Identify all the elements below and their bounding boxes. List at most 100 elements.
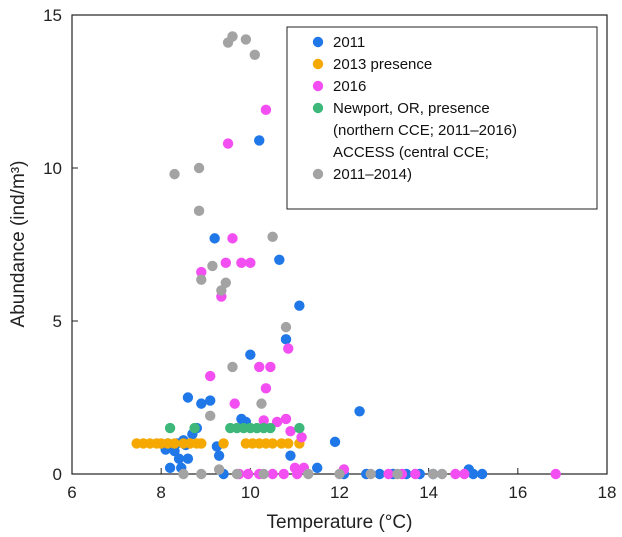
data-point [249, 49, 260, 60]
data-point [291, 468, 303, 480]
data-point [334, 468, 345, 480]
data-point [218, 438, 229, 449]
data-point [285, 450, 296, 461]
y-tick-label: 15 [43, 6, 62, 25]
x-tick-label: 16 [508, 483, 527, 502]
legend: 2011 2013 presence 2016 Newport, OR, presen… [286, 26, 598, 210]
data-point [303, 468, 314, 480]
legend-entry: 2013 presence [333, 56, 432, 73]
legend-marker [312, 168, 324, 180]
x-tick-label: 18 [598, 483, 617, 502]
data-point [182, 392, 194, 403]
data-point [280, 334, 292, 345]
data-point [229, 398, 240, 409]
data-point [222, 138, 234, 149]
data-point [410, 468, 421, 480]
legend-marker [312, 80, 324, 92]
data-point [193, 162, 205, 174]
data-point [274, 254, 285, 265]
data-point [196, 274, 207, 285]
data-point [164, 422, 176, 434]
data-point [280, 321, 292, 333]
data-point [242, 468, 254, 480]
x-tick-label: 14 [419, 483, 438, 502]
data-point [182, 453, 194, 464]
legend-marker [312, 36, 324, 48]
data-point [258, 415, 269, 426]
data-point [468, 468, 479, 480]
x-tick-label: 6 [67, 483, 76, 502]
data-point [374, 468, 385, 480]
y-tick-label: 0 [53, 465, 62, 484]
y-axis-title: Abundance (ind/m³) [8, 161, 29, 328]
data-point [240, 34, 252, 45]
data-point [285, 425, 296, 437]
data-point [254, 361, 265, 373]
data-point [296, 432, 307, 443]
data-point [278, 468, 289, 480]
data-point [169, 438, 180, 449]
data-point [227, 233, 238, 244]
data-point [436, 468, 448, 480]
data-points [131, 31, 561, 480]
data-point [205, 370, 216, 382]
legend-entry: Newport, OR, presence [333, 100, 490, 117]
data-point [189, 422, 200, 434]
data-point [227, 361, 238, 373]
data-point [294, 300, 305, 311]
data-point [231, 468, 243, 480]
series-1 [131, 438, 305, 449]
data-point [245, 257, 256, 269]
legend-entry: 2011 [333, 34, 365, 51]
data-point [196, 438, 207, 449]
legend-entry: 2011–2014) [333, 166, 412, 183]
data-point [245, 349, 256, 360]
legend-entry: ACCESS (central CCE; [333, 144, 489, 161]
data-point [227, 31, 238, 42]
data-point [312, 462, 323, 474]
y-tick-label: 10 [43, 159, 62, 178]
axis-ticks: 6 8 10 12 14 16 18 0 5 10 15 [43, 6, 616, 502]
data-point [294, 422, 305, 434]
data-point [260, 383, 272, 394]
data-point [220, 257, 232, 269]
data-point [236, 257, 247, 269]
data-point [354, 406, 365, 417]
data-point [173, 453, 185, 464]
data-point [205, 395, 216, 406]
legend-entry: 2016 [333, 78, 366, 95]
data-point [550, 468, 561, 480]
data-point [265, 422, 276, 434]
x-tick-label: 10 [241, 483, 260, 502]
x-tick-label: 12 [330, 483, 349, 502]
data-point [280, 413, 292, 425]
data-point [476, 468, 488, 480]
data-point [283, 438, 294, 449]
series-2 [196, 104, 561, 480]
data-point [450, 468, 461, 480]
y-tick-label: 5 [53, 312, 62, 331]
data-point [459, 468, 470, 480]
legend-marker [312, 102, 324, 114]
data-point [169, 168, 180, 180]
data-point [213, 464, 225, 475]
data-point [392, 468, 403, 480]
series-4 [169, 31, 448, 480]
data-point [254, 135, 265, 146]
data-point [205, 410, 216, 422]
data-point [258, 468, 269, 480]
data-point [260, 104, 272, 116]
data-point [196, 468, 207, 480]
data-point [213, 450, 225, 461]
data-point [265, 361, 276, 373]
legend-entry: (northern CCE; 2011–2016) [333, 122, 517, 139]
legend-box [286, 26, 598, 210]
data-point [220, 277, 232, 288]
series-3 [164, 422, 305, 434]
legend-marker [312, 58, 324, 70]
data-point [209, 233, 220, 244]
data-point [193, 205, 205, 217]
data-point [383, 468, 394, 480]
data-point [329, 436, 341, 448]
